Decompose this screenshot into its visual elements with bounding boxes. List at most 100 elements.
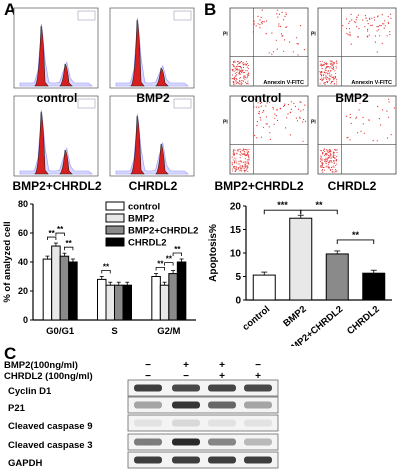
scatter-dot — [323, 154, 326, 156]
scatter-dot — [239, 61, 242, 63]
scatter-dot — [326, 153, 328, 155]
scatter-dot — [238, 65, 240, 67]
blot-band — [172, 419, 200, 427]
scatter-dot — [328, 78, 330, 80]
scatter-dot — [233, 160, 236, 162]
scatter-dot — [244, 63, 246, 65]
scatter-dot — [333, 63, 335, 65]
scatter-dot — [335, 65, 337, 67]
scatter-dot — [240, 161, 242, 163]
significance-mark: ** — [157, 260, 164, 269]
scatter-dot — [387, 16, 389, 18]
scatter-dot — [290, 111, 292, 113]
scatter-frame — [317, 7, 397, 87]
scatter-dot — [336, 156, 338, 158]
scatter-dot — [376, 51, 378, 53]
scatter-dot — [274, 117, 276, 119]
scatter-dot — [258, 112, 260, 114]
scatter-dot — [327, 164, 330, 166]
scatter-dot — [321, 165, 323, 167]
blot-band — [134, 438, 162, 446]
scatter-dot — [326, 159, 328, 161]
scatter-dot — [356, 16, 358, 19]
scatter-dot — [331, 161, 333, 164]
scatter-dot — [254, 135, 256, 137]
scatter-dot — [357, 132, 359, 134]
panel-label-b: B — [204, 0, 217, 19]
treatment-mark: + — [183, 360, 189, 371]
scatter-dot — [332, 171, 334, 173]
scatter-dot — [327, 150, 329, 152]
scatter-dot — [245, 154, 247, 156]
scatter-dot — [323, 61, 326, 63]
scatter-dot — [319, 72, 322, 74]
scatter-dot — [246, 165, 248, 167]
significance-mark: *** — [277, 200, 288, 210]
scatter-dot — [247, 152, 249, 154]
scatter-dot — [253, 23, 255, 25]
scatter-dot — [256, 125, 258, 127]
scatter-dot — [357, 36, 359, 38]
scatter-dot — [349, 31, 351, 33]
bar-G2/M-BMP2 — [159, 284, 170, 321]
scatter-dot — [247, 150, 250, 153]
scatter-dot — [299, 101, 301, 103]
scatter-dot — [278, 13, 281, 15]
blot-strip — [127, 414, 279, 432]
y-axis-label: Apoptosis% — [208, 224, 219, 282]
scatter-dot — [238, 82, 240, 84]
scatter-dot — [238, 61, 240, 63]
scatter-dot — [246, 169, 248, 171]
scatter-dot — [320, 63, 322, 65]
scatter-dot — [332, 155, 334, 157]
scatter-dot — [321, 72, 323, 74]
scatter-dot — [364, 15, 366, 17]
scatter-dot — [321, 150, 323, 152]
scatter-dot — [368, 34, 370, 36]
scatter-dot — [335, 164, 337, 167]
scatter-dot — [349, 35, 351, 37]
scatter-yaxis-label: PI — [311, 31, 316, 37]
scatter-dot — [241, 83, 243, 85]
scatter-dot — [393, 107, 395, 109]
scatter-dot — [297, 108, 300, 110]
scatter-dot — [246, 159, 248, 161]
scatter-dot — [240, 160, 242, 162]
scatter-dot — [347, 136, 349, 138]
significance-bracket — [47, 236, 57, 241]
scatter-dot — [320, 156, 323, 158]
scatter-dot — [319, 71, 321, 73]
scatter-dot — [333, 152, 335, 154]
scatter-dot — [330, 153, 332, 156]
scatter-dot — [241, 150, 243, 152]
scatter-dot — [334, 157, 336, 159]
scatter-dot — [231, 64, 233, 66]
scatter-dot — [266, 123, 268, 125]
scatter-dot — [269, 101, 271, 103]
scatter-dot — [262, 126, 265, 128]
scatter-dot — [322, 150, 325, 152]
scatter-dot — [333, 79, 335, 81]
treatment-mark: + — [255, 371, 261, 382]
histogram-frame — [13, 7, 99, 89]
scatter-dot — [389, 31, 391, 33]
scatter-dot — [333, 149, 335, 151]
scatter-dot — [324, 67, 326, 69]
scatter-dot — [329, 160, 331, 162]
scatter-dot — [342, 25, 344, 27]
scatter-dot — [336, 170, 338, 172]
histogram-label-chrdl2: CHRDL2 — [128, 179, 178, 193]
scatter-dot — [235, 79, 237, 82]
scatter-dot — [379, 35, 381, 37]
scatter-dot — [285, 127, 287, 129]
scatter-dot — [234, 170, 237, 172]
scatter-frame — [229, 7, 309, 87]
scatter-dot — [279, 108, 281, 110]
scatter-dot — [246, 82, 248, 84]
scatter-dot — [389, 13, 392, 15]
significance-bracket — [64, 246, 74, 251]
scatter-dot — [321, 164, 323, 166]
scatter-dot — [377, 16, 379, 18]
scatter-dot — [329, 168, 331, 170]
